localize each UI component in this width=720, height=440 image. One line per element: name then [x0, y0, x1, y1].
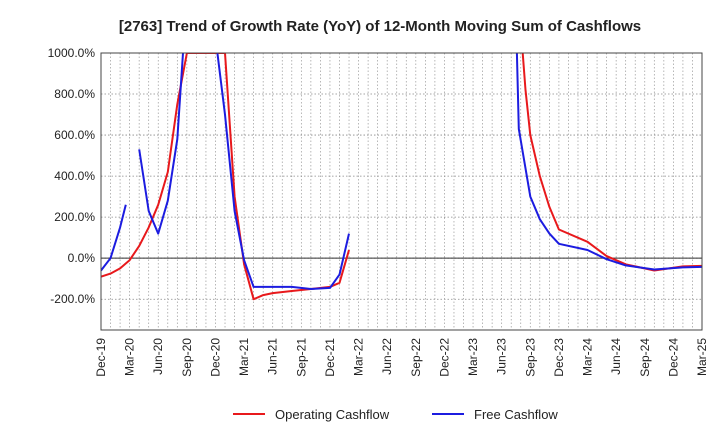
- x-tick-label: Mar-24: [581, 338, 595, 376]
- x-axis-ticks: Dec-19 Mar-20 Jun-20 Sep-20 Dec-20 Mar-21 Jun-…: [94, 338, 709, 377]
- plot-frame: [100, 52, 703, 331]
- x-tick-label: Sep-20: [180, 338, 194, 377]
- y-tick-label: 0.0%: [68, 251, 96, 265]
- y-axis-ticks: -200.0% 0.0% 200.0% 400.0% 600.0% 800.0% 1000.…: [48, 46, 96, 306]
- x-tick-label: Mar-25: [695, 338, 709, 376]
- x-tick-label: Jun-21: [266, 338, 280, 375]
- x-tick-label: Jun-20: [151, 338, 165, 375]
- legend-label: Free Cashflow: [474, 407, 558, 422]
- plot-border: [100, 52, 703, 331]
- x-tick-label: Dec-24: [666, 338, 680, 377]
- x-tick-label: Jun-22: [380, 338, 394, 375]
- x-tick-label: Dec-23: [552, 338, 566, 377]
- y-tick-label: 400.0%: [54, 169, 95, 183]
- x-tick-label: Mar-22: [352, 338, 366, 376]
- chart-title: [2763] Trend of Growth Rate (YoY) of 12-…: [119, 18, 641, 35]
- y-tick-label: 600.0%: [54, 128, 95, 142]
- y-tick-label: -200.0%: [50, 292, 95, 306]
- y-tick-label: 1000.0%: [48, 46, 96, 60]
- x-tick-label: Sep-21: [294, 338, 308, 377]
- x-tick-label: Jun-24: [609, 338, 623, 375]
- plot-area: [101, 53, 702, 330]
- x-tick-label: Dec-20: [208, 338, 222, 377]
- x-tick-label: Mar-20: [123, 338, 137, 376]
- x-tick-label: Mar-21: [237, 338, 251, 376]
- x-tick-label: Sep-24: [638, 338, 652, 377]
- x-tick-label: Jun-23: [495, 338, 509, 375]
- series-lines: [101, 53, 702, 301]
- legend-label: Operating Cashflow: [275, 407, 390, 422]
- x-tick-label: Mar-23: [466, 338, 480, 376]
- series-line-free-cashflow: [101, 53, 702, 290]
- x-tick-label: Sep-23: [523, 338, 537, 377]
- x-tick-label: Dec-19: [94, 338, 108, 377]
- x-tick-label: Dec-22: [437, 338, 451, 377]
- y-tick-label: 200.0%: [54, 210, 95, 224]
- y-tick-label: 800.0%: [54, 87, 95, 101]
- x-tick-label: Sep-22: [409, 338, 423, 377]
- legend: Operating Cashflow Free Cashflow: [233, 407, 558, 422]
- x-tick-label: Dec-21: [323, 338, 337, 377]
